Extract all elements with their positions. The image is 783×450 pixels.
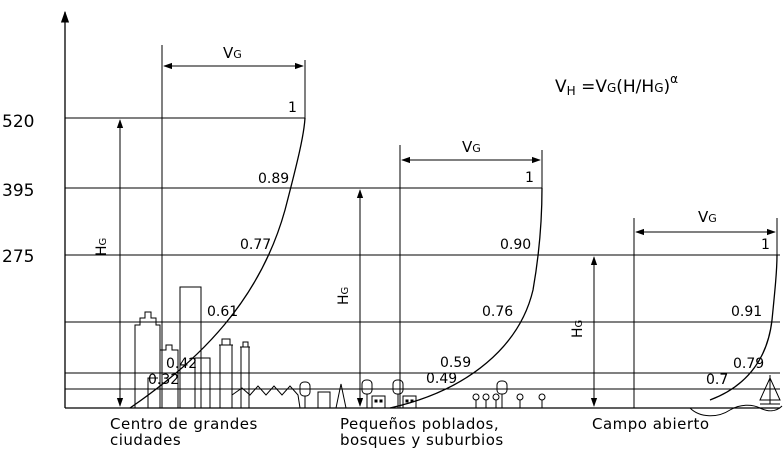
city-ratio-089: 0.89 bbox=[258, 171, 289, 187]
suburb-hg-label: HG bbox=[336, 287, 352, 305]
open-sea-sailboat-illustration bbox=[689, 375, 783, 417]
power-law-formula: VH =VG(H/HG)α bbox=[555, 72, 678, 98]
suburb-ratio-090: 0.90 bbox=[500, 237, 531, 253]
city-buildings-illustration bbox=[134, 286, 347, 409]
open-ratio-091: 0.91 bbox=[731, 304, 762, 320]
city-ratio-1: 1 bbox=[288, 100, 297, 116]
city-vg-label: VG bbox=[223, 44, 242, 62]
suburb-vg-label: VG bbox=[462, 138, 481, 156]
city-ratio-061: 0.61 bbox=[207, 304, 238, 320]
open-hg-label: HG bbox=[570, 320, 586, 338]
suburb-ratio-049: 0.49 bbox=[426, 371, 457, 387]
city-hg-label: HG bbox=[94, 238, 110, 256]
suburb-ratio-076: 0.76 bbox=[482, 304, 513, 320]
suburb-caption-line1: Pequeños poblados, bbox=[340, 415, 499, 433]
city-ratio-032: 0.32 bbox=[148, 372, 179, 388]
city-velocity-profile bbox=[129, 117, 306, 409]
open-ratio-07: 0.7 bbox=[706, 372, 728, 388]
y-tick-520: 520 bbox=[2, 112, 34, 132]
open-vg-label: VG bbox=[698, 208, 717, 226]
y-tick-395: 395 bbox=[2, 181, 34, 201]
suburb-houses-trees-illustration bbox=[361, 379, 546, 408]
open-caption: Campo abierto bbox=[592, 415, 710, 433]
suburb-ratio-059: 0.59 bbox=[440, 355, 471, 371]
open-velocity-profile bbox=[709, 254, 778, 401]
y-tick-275: 275 bbox=[2, 247, 34, 267]
city-ratio-077: 0.77 bbox=[240, 237, 271, 253]
open-ratio-1: 1 bbox=[761, 237, 770, 253]
city-ratio-042: 0.42 bbox=[166, 356, 197, 372]
suburb-caption-line2: bosques y suburbios bbox=[340, 431, 504, 449]
open-ratio-079: 0.79 bbox=[733, 356, 764, 372]
suburb-ratio-1: 1 bbox=[525, 170, 534, 186]
city-caption-line1: Centro de grandes bbox=[110, 415, 258, 433]
city-caption-line2: ciudades bbox=[110, 431, 181, 449]
suburb-velocity-profile bbox=[389, 187, 543, 409]
